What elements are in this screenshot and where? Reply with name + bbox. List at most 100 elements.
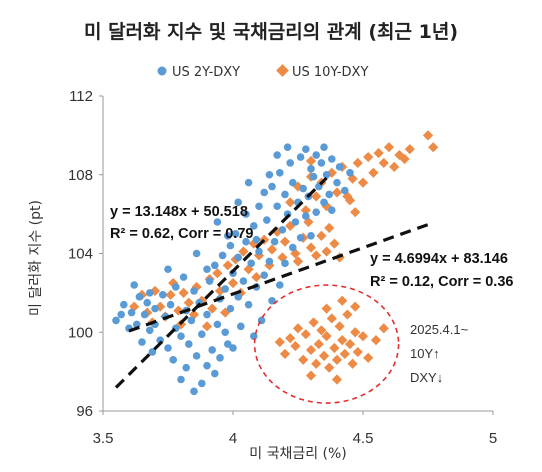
data-point-2y [276,281,284,289]
data-point-2y [317,159,326,167]
data-point-2y [281,190,289,199]
trendline-2y-equation: y = 13.148x + 50.518 [110,204,248,220]
data-point-2y [276,168,284,177]
data-point-2y [127,308,136,317]
data-point-2y [120,300,128,309]
trendline-10y-equation: y = 4.6994x + 83.146 [370,251,508,267]
data-point-10y [404,144,415,155]
data-point-2y [166,300,175,309]
data-point-2y [278,226,287,234]
data-point-2y [322,170,331,179]
data-point-2y [283,143,292,151]
data-point-2y [190,387,198,396]
data-point-2y [138,338,146,346]
data-point-2y [213,218,222,226]
data-point-2y [182,363,190,372]
data-point-2y [237,322,245,331]
data-point-10y [337,335,348,346]
data-point-2y [205,277,214,285]
trendline-2y-stats: R² = 0.62, Corr = 0.79 [110,226,253,242]
y-tick-label: 108 [68,167,93,184]
data-point-2y [263,216,271,224]
data-point-2y [234,198,242,207]
data-point-2y [208,346,216,354]
data-point-10y [363,151,374,163]
data-point-2y [346,168,354,177]
data-point-2y [216,354,224,362]
data-point-2y [242,237,250,246]
x-tick-label: 4.5 [353,430,374,447]
data-point-10y [383,142,395,153]
data-point-10y [316,230,327,241]
data-point-2y [224,231,232,240]
data-point-2y [255,202,263,211]
data-point-2y [255,247,263,256]
data-point-10y [285,333,296,344]
data-point-2y [203,265,211,274]
data-point-10y [347,358,358,369]
data-point-10y [311,250,322,261]
data-point-10y [350,301,361,312]
data-point-10y [227,277,239,289]
data-point-2y [146,289,154,297]
data-point-2y [260,271,269,279]
data-point-2y [164,344,172,352]
data-point-2y [252,235,261,244]
data-point-10y [274,337,285,348]
data-point-2y [260,188,269,197]
data-point-2y [140,310,149,319]
data-point-2y [177,332,185,340]
data-point-10y [321,331,332,342]
data-point-2y [307,231,315,240]
data-point-10y [352,157,363,169]
y-ticks: 96 100 104 108 112 [68,88,103,420]
data-point-2y [281,259,289,268]
data-point-10y [201,321,213,332]
data-point-10y [279,348,291,359]
y-tick-label: 112 [69,88,93,105]
legend-marker-2y [157,66,167,76]
data-point-2y [302,145,310,153]
data-point-2y [341,186,349,195]
data-point-2y [177,375,185,384]
data-point-10y [378,157,389,169]
data-point-2y [273,151,282,159]
data-point-2y [185,340,193,348]
data-point-2y [172,283,180,291]
data-point-2y [198,330,206,339]
data-point-10y [165,289,176,300]
data-point-2y [221,328,229,337]
data-point-10y [311,358,322,369]
x-ticks: 3.5 4 4.5 5 [93,411,497,447]
data-point-10y [285,197,296,208]
data-point-10y [318,350,330,361]
data-point-2y [146,326,154,335]
data-point-10y [357,177,369,188]
data-point-10y [329,238,340,249]
data-point-2y [224,340,232,348]
data-point-2y [244,178,253,187]
data-point-2y [268,296,276,305]
data-point-2y [270,237,279,246]
data-point-10y [316,325,327,336]
data-point-10y [251,272,262,283]
data-point-2y [221,285,229,293]
x-tick-label: 3.5 [93,430,114,447]
data-point-10y [308,317,319,328]
data-point-2y [218,251,227,260]
data-point-10y [344,338,356,350]
trendlines [114,176,432,389]
data-point-2y [112,316,120,325]
data-point-10y [363,352,374,363]
data-point-2y [213,320,222,329]
data-point-2y [335,163,344,171]
data-point-2y [192,249,201,258]
data-point-10y [389,161,400,172]
data-point-10y [368,167,379,178]
y-tick-label: 96 [76,403,93,420]
data-point-10y [339,348,350,359]
data-point-2y [333,178,341,187]
data-point-2y [234,253,242,262]
data-point-2y [307,165,315,173]
data-point-2y [159,291,167,299]
